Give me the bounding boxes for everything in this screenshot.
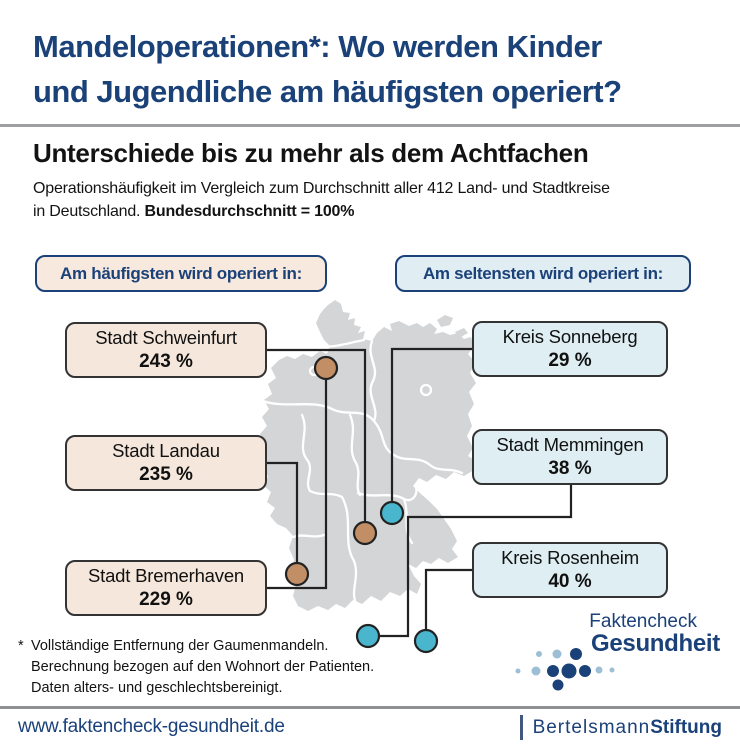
callout-sonneberg-name: Kreis Sonneberg [502, 326, 638, 348]
logo-faktencheck-text: Faktencheck [589, 611, 697, 632]
footnote-marker: * [18, 638, 24, 654]
footer-url: www.faktencheck-gesundheit.de [18, 716, 285, 737]
callout-rosenheim-value: 40 % [548, 570, 592, 592]
description: Operationshäufigkeit im Vergleich zum Du… [33, 177, 610, 223]
callout-bremerhaven-name: Stadt Bremerhaven [88, 565, 244, 587]
logo-gesundheit-text: Gesundheit [590, 630, 720, 657]
island-ruegen [437, 315, 453, 327]
germany-silhouette [259, 300, 478, 611]
footnote-line1: Vollständige Entfernung der Gaumenmandel… [31, 638, 329, 654]
description-line2-bold: Bundesdurchschnitt = 100% [144, 203, 355, 220]
page-title-line2: und Jugendliche am häufigsten operiert? [33, 74, 622, 109]
footnote-line2: Berechnung bezogen auf den Wohnort der P… [31, 659, 375, 675]
description-line1: Operationshäufigkeit im Vergleich zum Du… [33, 180, 610, 197]
callout-sonneberg-value: 29 % [548, 349, 592, 371]
page-title: Mandeloperationen*: Wo werden Kinder und… [33, 24, 713, 114]
island-usedom [455, 328, 468, 338]
brand-divider-bar [520, 715, 523, 740]
callout-schweinfurt-value: 243 % [139, 350, 193, 372]
callout-memmingen-name: Stadt Memmingen [496, 434, 644, 456]
description-line2: in Deutschland. Bundesdurchschnitt = 100… [33, 200, 610, 223]
legend-highest: Am häufigsten wird operiert in: [35, 255, 327, 292]
callout-bremerhaven-value: 229 % [139, 588, 193, 610]
header-divider [0, 124, 740, 127]
callout-landau-value: 235 % [139, 463, 193, 485]
legend-lowest: Am seltensten wird operiert in: [395, 255, 691, 292]
brand-name-regular: Bertelsmann [532, 716, 651, 738]
page-title-line1: Mandeloperationen*: Wo werden Kinder [33, 29, 602, 64]
callout-rosenheim: Kreis Rosenheim 40 % [472, 542, 668, 598]
logo-dots-icon [515, 648, 615, 691]
callout-bremerhaven: Stadt Bremerhaven 229 % [65, 560, 267, 616]
subtitle: Unterschiede bis zu mehr als dem Achtfac… [33, 138, 589, 168]
footer-divider [0, 706, 740, 709]
callout-landau: Stadt Landau 235 % [65, 435, 267, 491]
callout-schweinfurt-name: Stadt Schweinfurt [95, 327, 237, 349]
callout-rosenheim-name: Kreis Rosenheim [501, 547, 639, 569]
brand-name-bold: Stiftung [650, 716, 722, 738]
germany-map [259, 300, 478, 611]
footnote-line3: Daten alters- und geschlechtsbereinigt. [31, 680, 283, 696]
callout-schweinfurt: Stadt Schweinfurt 243 % [65, 322, 267, 378]
footnote: * Vollständige Entfernung der Gaumenmand… [18, 636, 374, 699]
callout-landau-name: Stadt Landau [112, 440, 220, 462]
callout-memmingen: Stadt Memmingen 38 % [472, 429, 668, 485]
callout-memmingen-value: 38 % [548, 457, 592, 479]
description-line2-text: in Deutschland. [33, 203, 141, 220]
brand-logo: Bertelsmann Stiftung [520, 715, 722, 740]
callout-sonneberg: Kreis Sonneberg 29 % [472, 321, 668, 377]
